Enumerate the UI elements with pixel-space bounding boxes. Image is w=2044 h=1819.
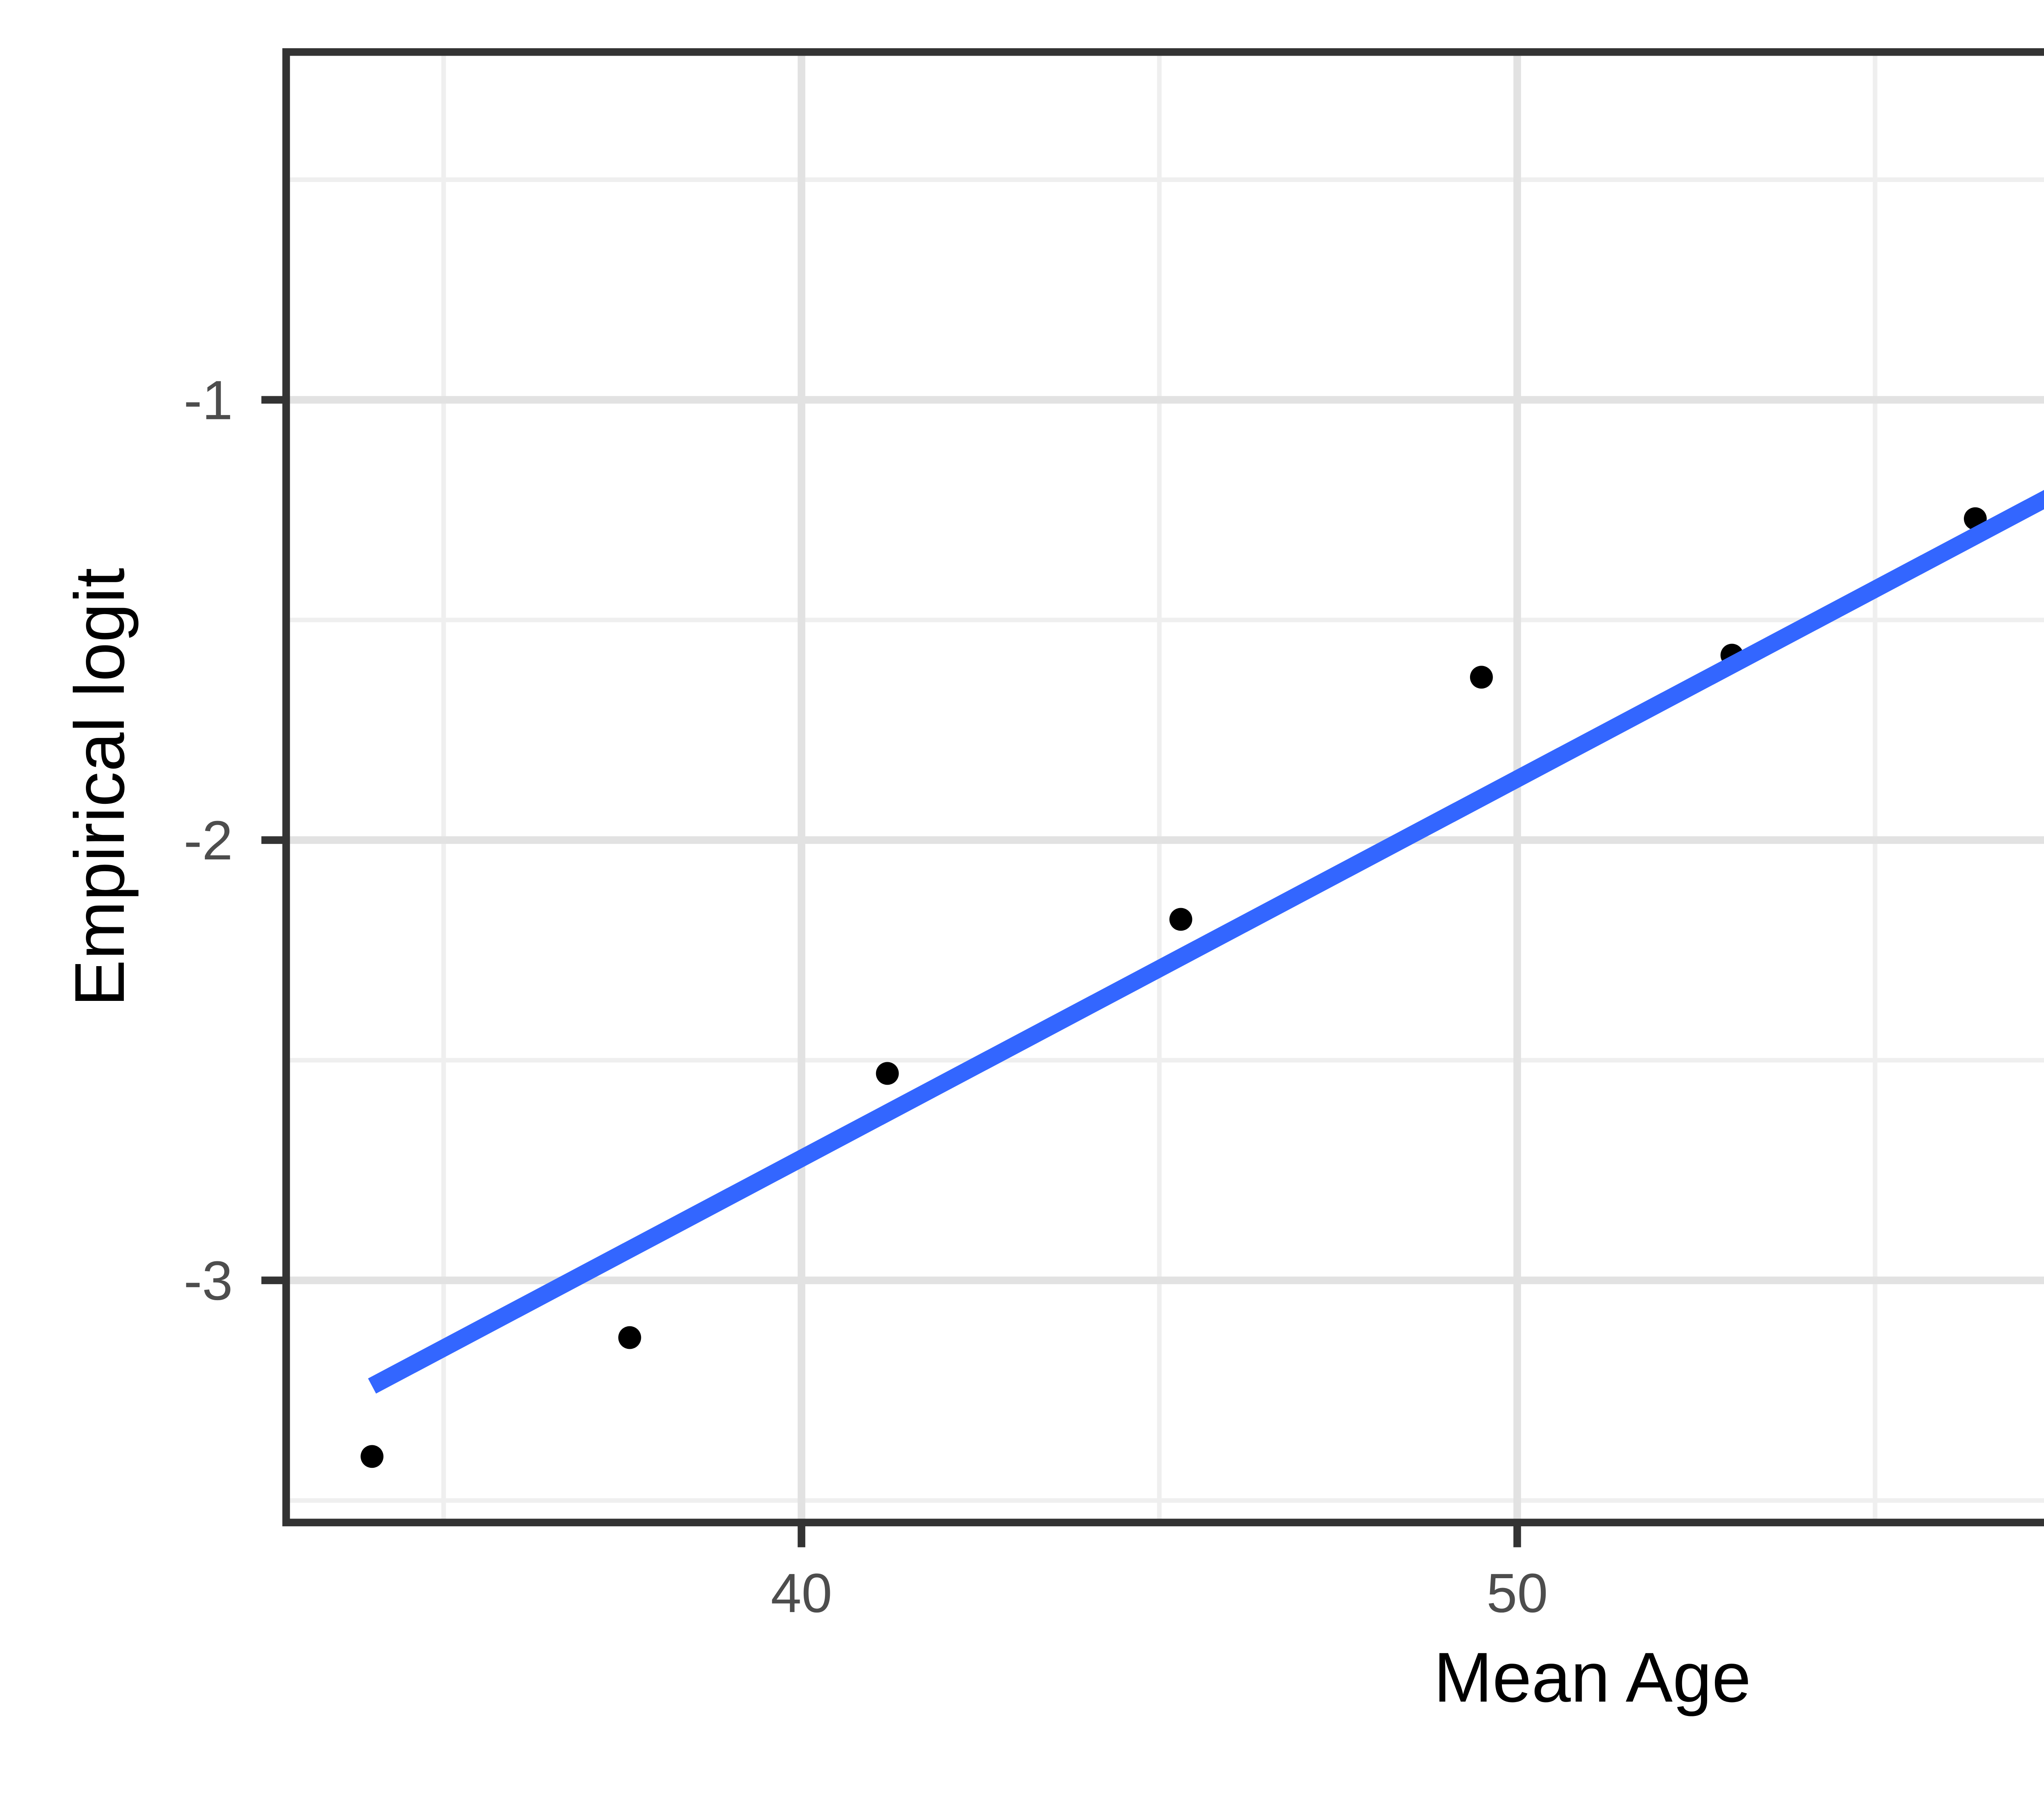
axis-tick-labels: 405060-1-2-3 (184, 369, 1548, 1624)
y-axis-title: Empirical logit (60, 568, 139, 1007)
panel-border (282, 48, 2044, 1527)
y-tick-label: -1 (184, 369, 233, 431)
regression-line (368, 490, 2044, 1394)
x-tick-label: 40 (771, 1562, 832, 1624)
fit-line-layer (368, 490, 2044, 1394)
data-point (1470, 666, 1493, 689)
plot-panel (286, 52, 2044, 1523)
data-point (361, 1445, 384, 1468)
data-point (876, 1062, 899, 1085)
data-points (361, 507, 1987, 1468)
y-tick-label: -3 (184, 1250, 233, 1312)
major-gridlines (286, 52, 2044, 1523)
data-point (618, 1326, 641, 1349)
data-point (1169, 908, 1192, 931)
y-tick-label: -2 (184, 810, 233, 871)
axis-ticks (261, 396, 1521, 1548)
x-axis-title: Mean Age (1434, 1638, 1751, 1717)
minor-gridlines (286, 52, 2044, 1523)
x-tick-label: 50 (1486, 1562, 1548, 1624)
